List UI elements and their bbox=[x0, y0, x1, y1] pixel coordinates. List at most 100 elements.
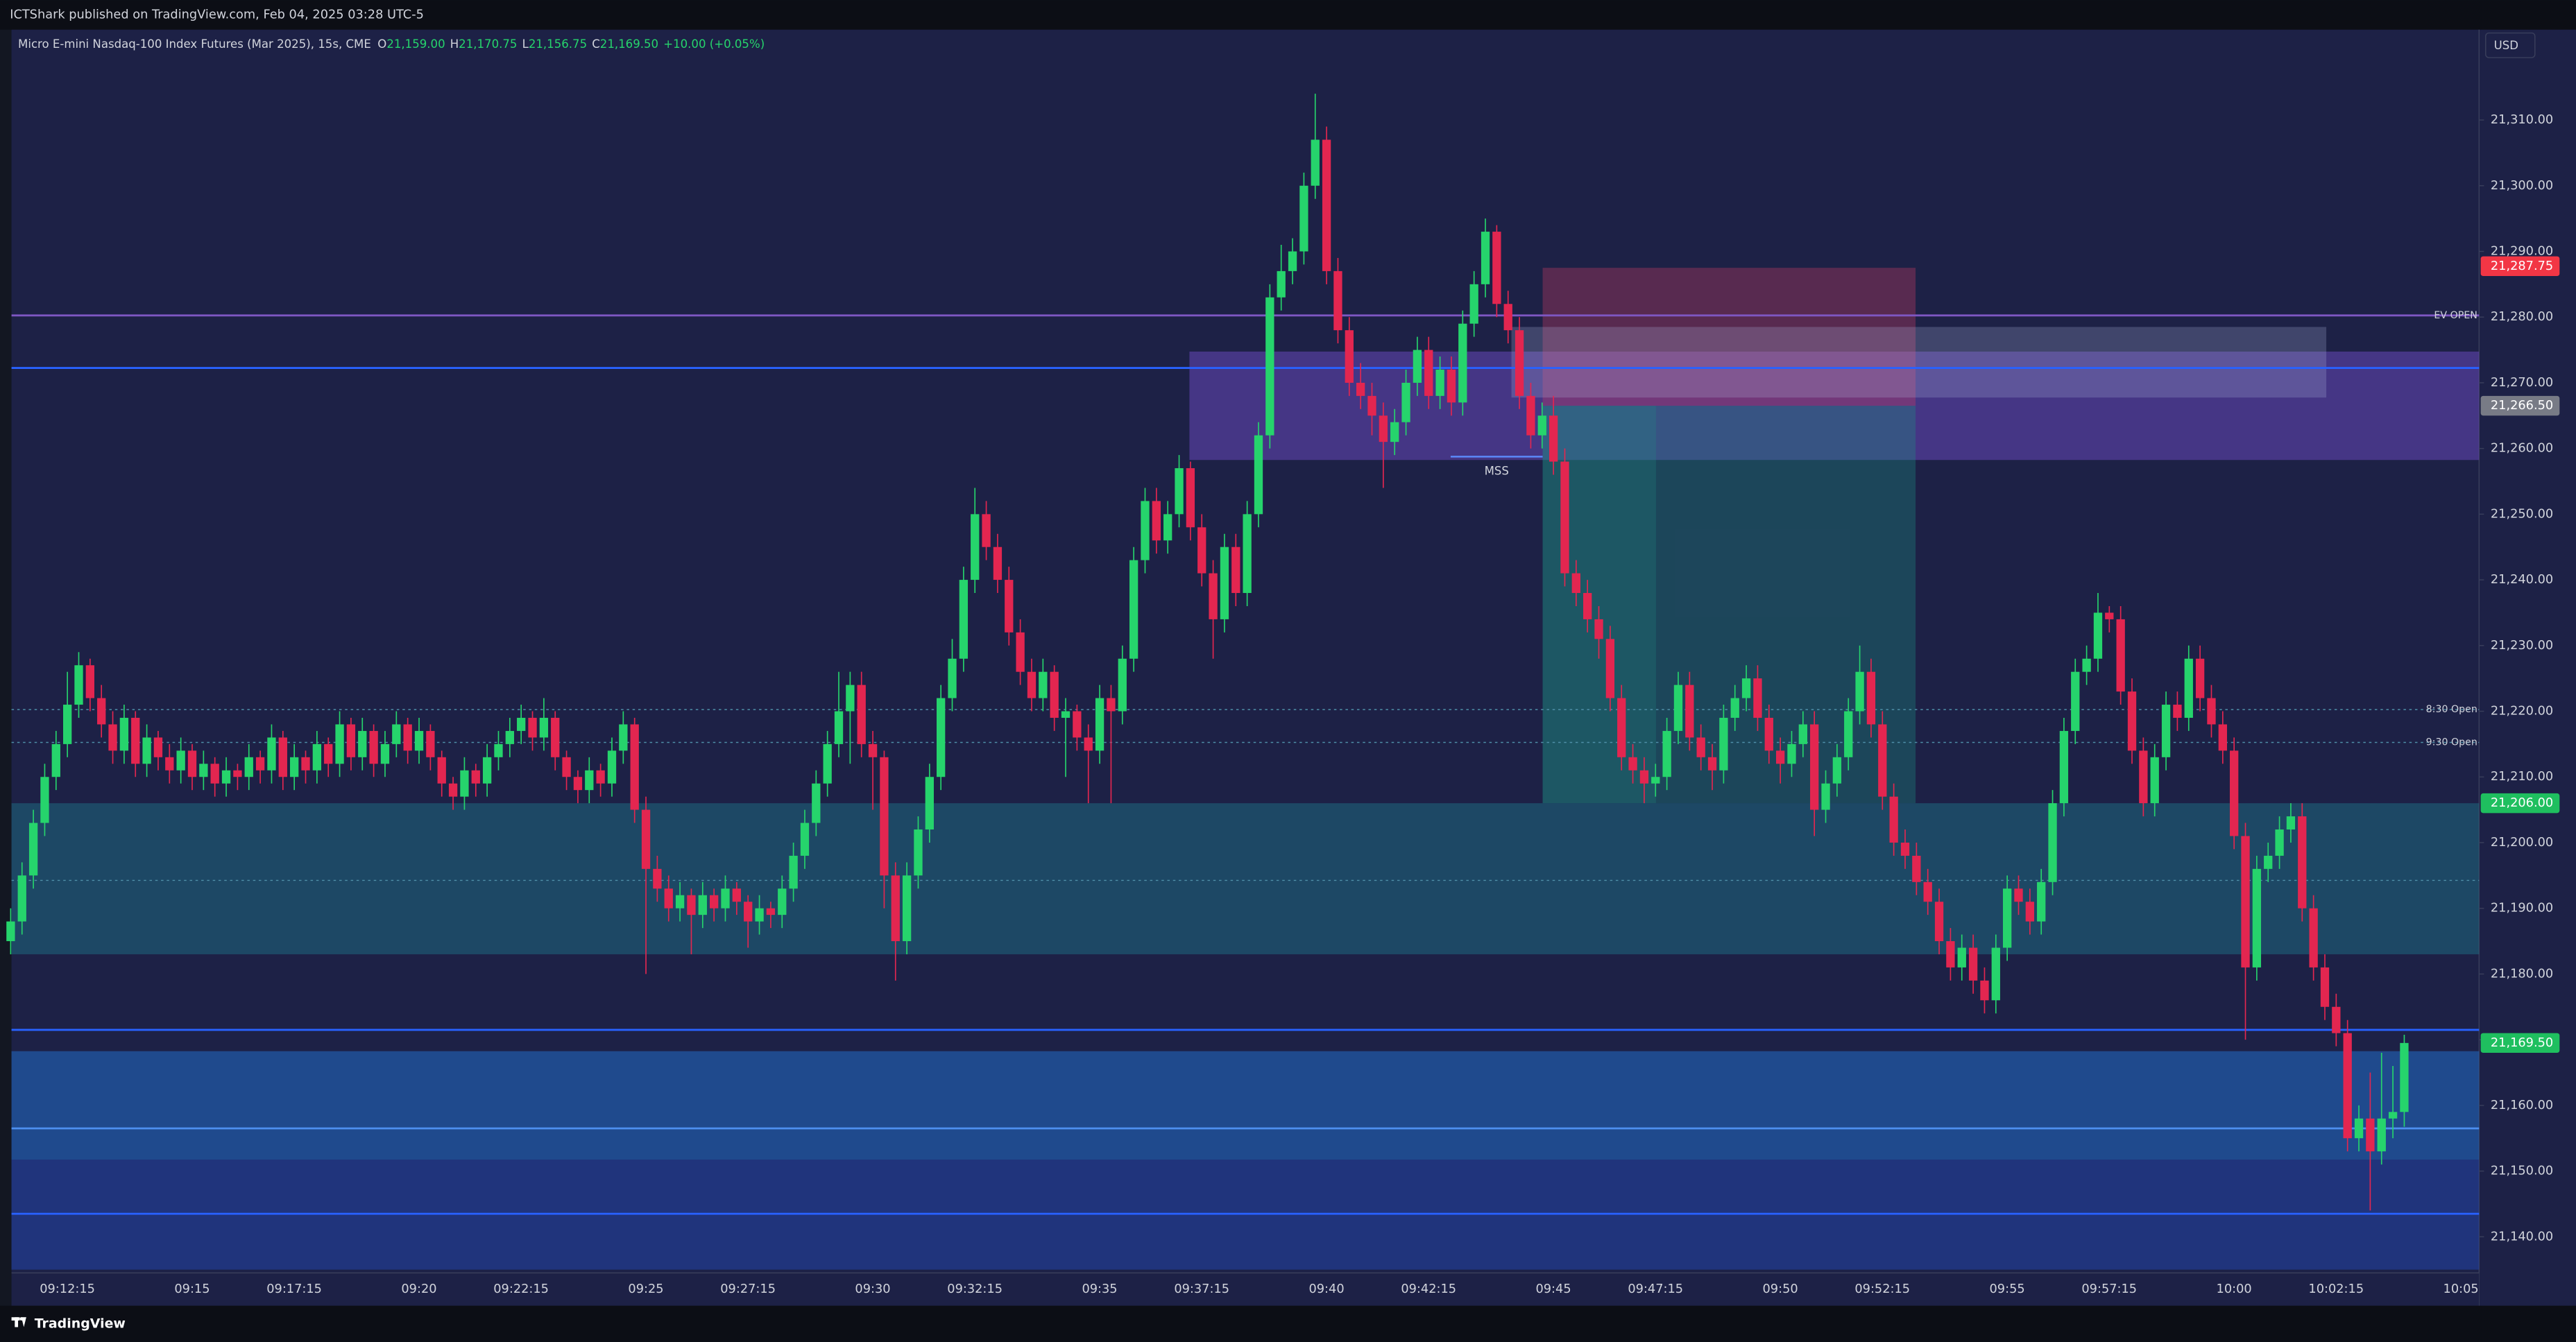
legend-change: +10.00 (+0.05%) bbox=[663, 37, 765, 51]
candle-body bbox=[108, 724, 117, 751]
time-axis bbox=[11, 1273, 2480, 1306]
candle-body bbox=[2048, 803, 2057, 882]
candle-body bbox=[153, 737, 163, 757]
zone bbox=[1542, 406, 1916, 804]
candle-body bbox=[1277, 270, 1286, 298]
candle-body bbox=[982, 514, 991, 547]
candle-body bbox=[74, 665, 83, 705]
x-tick-label: 09:45 bbox=[1535, 1282, 1571, 1296]
candle-body bbox=[1118, 658, 1127, 712]
candle-body bbox=[1946, 941, 1955, 967]
candle-body bbox=[2309, 908, 2318, 967]
candle-body bbox=[1379, 415, 1388, 442]
candle-body bbox=[2161, 705, 2171, 757]
candle-body bbox=[1798, 724, 1807, 744]
candle-body bbox=[800, 823, 810, 856]
candle-body bbox=[641, 809, 651, 869]
x-tick-label: 09:30 bbox=[855, 1282, 890, 1296]
candle-body bbox=[1730, 698, 1739, 718]
candle-body bbox=[1821, 783, 1830, 810]
legend-key: C bbox=[592, 37, 600, 51]
candle-body bbox=[1254, 435, 1263, 515]
x-tick-label: 09:15 bbox=[174, 1282, 210, 1296]
y-tick-label: 21,150.00 bbox=[2491, 1164, 2553, 1178]
candle-body bbox=[210, 764, 219, 784]
x-tick-label: 09:57:15 bbox=[2081, 1282, 2137, 1296]
currency: USD bbox=[2494, 39, 2518, 52]
x-tick-label: 09:50 bbox=[1763, 1282, 1798, 1296]
candle-body bbox=[619, 724, 628, 751]
candle-body bbox=[1073, 711, 1082, 738]
candle-body bbox=[2184, 658, 2193, 718]
top-bar bbox=[0, 0, 2576, 30]
candle-body bbox=[278, 737, 287, 777]
candle-body bbox=[993, 547, 1003, 580]
y-tick-label: 21,220.00 bbox=[2491, 705, 2553, 719]
candle-body bbox=[392, 724, 401, 744]
candle-body bbox=[539, 717, 549, 738]
candle-body bbox=[1741, 678, 1751, 698]
candle-body bbox=[176, 750, 185, 771]
candle-body bbox=[244, 757, 253, 777]
candle-body bbox=[1878, 724, 1887, 797]
candle-body bbox=[1753, 678, 1762, 718]
candle-body bbox=[17, 875, 26, 922]
candle-body bbox=[187, 750, 197, 777]
x-tick-label: 09:32:15 bbox=[947, 1282, 1003, 1296]
candle-body bbox=[2059, 730, 2069, 804]
candle-body bbox=[891, 875, 900, 942]
level-label: EV OPEN bbox=[2434, 310, 2477, 321]
y-tick-label: 21,230.00 bbox=[2491, 639, 2553, 653]
zone bbox=[1542, 406, 1656, 804]
level-label: 8:30 Open bbox=[2426, 704, 2477, 715]
candle-body bbox=[1050, 671, 1059, 718]
candle-body bbox=[698, 895, 707, 915]
x-tick-label: 09:20 bbox=[401, 1282, 436, 1296]
footer-brand: TradingView bbox=[35, 1316, 126, 1331]
x-tick-label: 09:37:15 bbox=[1174, 1282, 1229, 1296]
candle-body bbox=[1844, 711, 1853, 757]
candle-body bbox=[85, 665, 95, 698]
candle-body bbox=[2230, 750, 2239, 836]
candle-body bbox=[914, 829, 923, 876]
x-tick-label: 09:55 bbox=[1990, 1282, 2025, 1296]
candle-body bbox=[1345, 330, 1354, 383]
legend-value: 21,156.75 bbox=[529, 37, 587, 51]
candle-body bbox=[2332, 1006, 2341, 1033]
legend-value: 21,170.75 bbox=[459, 37, 517, 51]
candle-body bbox=[1209, 573, 1218, 619]
candle-body bbox=[1481, 232, 1490, 284]
candle-body bbox=[868, 743, 878, 757]
y-tick-label: 21,270.00 bbox=[2491, 376, 2553, 390]
candle-body bbox=[1628, 757, 1637, 771]
candle-body bbox=[902, 875, 912, 942]
candle-body bbox=[290, 757, 299, 777]
candle-body bbox=[732, 888, 742, 902]
candle-body bbox=[1129, 560, 1138, 659]
currency-box[interactable] bbox=[2485, 32, 2536, 58]
zone bbox=[11, 803, 2480, 954]
y-tick-label: 21,180.00 bbox=[2491, 967, 2553, 981]
candle-body bbox=[2354, 1118, 2364, 1139]
candle-body bbox=[221, 770, 231, 784]
symbol: Micro E-mini Nasdaq-100 Index Futures (M… bbox=[18, 37, 371, 51]
candle-body bbox=[1968, 947, 1978, 981]
candle-body bbox=[358, 730, 367, 757]
candle-body bbox=[1152, 501, 1161, 541]
price-label: 21,169.50 bbox=[2491, 1036, 2553, 1050]
candle-body bbox=[142, 737, 151, 764]
x-tick-label: 09:40 bbox=[1308, 1282, 1344, 1296]
candle-body bbox=[1107, 698, 1116, 712]
candle-body bbox=[414, 730, 424, 751]
candle-body bbox=[937, 698, 946, 777]
candle-body bbox=[1197, 527, 1206, 574]
zone bbox=[1542, 268, 1916, 406]
candle-body bbox=[1299, 185, 1308, 252]
price-label-box bbox=[2480, 1033, 2560, 1053]
candle-body bbox=[1923, 881, 1932, 902]
candle-body bbox=[834, 711, 844, 744]
candle-body bbox=[1435, 369, 1444, 396]
price-label-box bbox=[2480, 256, 2560, 276]
tv-logo bbox=[11, 1317, 26, 1327]
candle-body bbox=[335, 724, 344, 764]
